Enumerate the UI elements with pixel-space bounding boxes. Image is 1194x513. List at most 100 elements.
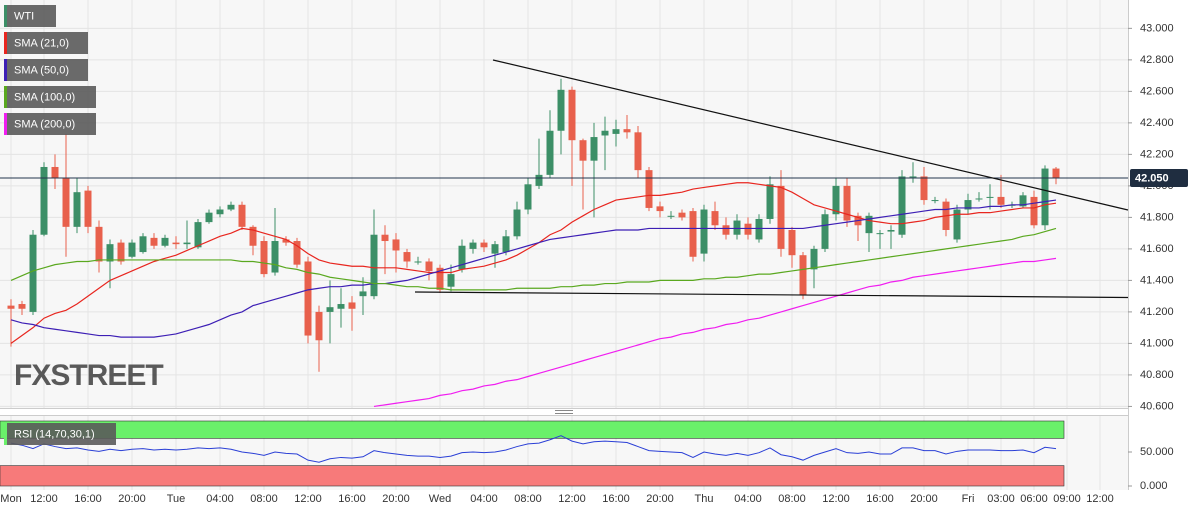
candle-body — [865, 215, 873, 234]
legend-swatch — [4, 32, 7, 54]
candle-body — [843, 185, 851, 221]
x-tick-label: Thu — [695, 493, 714, 505]
x-tick-label: 16:00 — [602, 493, 630, 505]
x-tick-label: 20:00 — [118, 493, 146, 505]
candle-body — [73, 192, 81, 227]
candle-body — [612, 129, 620, 134]
rsi-line — [10, 435, 1057, 463]
x-tick-label: Fri — [962, 493, 975, 505]
y-tick-label: 41.800 — [1140, 211, 1174, 223]
candle-body — [920, 176, 928, 201]
candle-body — [766, 184, 774, 219]
candle-body — [315, 311, 323, 341]
candle-body — [876, 233, 884, 235]
candle-body — [1019, 195, 1027, 207]
x-tick-label: 20:00 — [382, 493, 410, 505]
x-tick-label: 20:00 — [646, 493, 674, 505]
candle-body — [953, 209, 961, 240]
candle-body — [194, 222, 202, 248]
candle-body — [271, 241, 279, 273]
candle-body — [216, 209, 224, 215]
legend-swatch — [4, 86, 7, 108]
candle-body — [227, 204, 235, 210]
candle-body — [678, 212, 686, 218]
axes: 43.00042.80042.60042.40042.20042.00041.8… — [0, 22, 1188, 505]
candle-body — [95, 226, 103, 262]
candle-body — [931, 200, 939, 202]
x-tick-label: 16:00 — [338, 493, 366, 505]
candle-body — [524, 184, 532, 210]
legend-label: SMA (200,0) — [14, 118, 75, 130]
x-tick-label: 08:00 — [778, 493, 806, 505]
candle-body — [62, 178, 70, 227]
candle-body — [447, 274, 455, 287]
candle-body — [1052, 168, 1060, 179]
candle-body — [667, 215, 675, 217]
legend-swatch — [4, 5, 7, 27]
candle-body — [425, 261, 433, 271]
candle-body — [1041, 168, 1049, 226]
candle-body — [975, 198, 983, 200]
rsi-tick-label: 0.000 — [1140, 480, 1168, 492]
candle-body — [810, 248, 818, 270]
legend-box — [4, 86, 96, 108]
candle-body — [799, 255, 807, 295]
y-tick-label: 41.600 — [1140, 243, 1174, 255]
y-tick-label: 42.600 — [1140, 85, 1174, 97]
rsi-pane: 50.000 0.000 RSI (14,70,30,1) — [0, 420, 1174, 492]
x-tick-label: 12:00 — [294, 493, 322, 505]
candle-body — [414, 261, 422, 263]
candle-body — [18, 304, 26, 309]
y-tick-label: 41.000 — [1140, 337, 1174, 349]
candle-body — [601, 130, 609, 136]
candle-body — [656, 206, 664, 212]
legend-box — [4, 59, 88, 81]
candle-body — [205, 212, 213, 223]
x-tick-label: 04:00 — [470, 493, 498, 505]
candle-body — [392, 239, 400, 251]
y-tick-label: 43.000 — [1140, 22, 1174, 34]
candle-body — [898, 176, 906, 235]
candle-body — [579, 140, 587, 161]
candle-body — [634, 132, 642, 171]
candle-body — [744, 223, 752, 235]
candle-body — [106, 244, 114, 262]
sma-line — [10, 182, 1057, 344]
legend-label: SMA (21,0) — [14, 37, 69, 49]
candle-body — [304, 261, 312, 336]
candle-body — [469, 242, 477, 249]
candle-body — [535, 174, 543, 186]
rsi-label: RSI (14,70,30,1) — [14, 428, 95, 440]
y-tick-label: 42.200 — [1140, 148, 1174, 160]
candle-body — [722, 225, 730, 235]
candle-body — [29, 234, 37, 312]
y-tick-label: 40.600 — [1140, 400, 1174, 412]
candle-body — [997, 196, 1005, 205]
candle-body — [249, 226, 257, 246]
candle-body — [502, 236, 510, 253]
rsi-label-swatch — [4, 423, 7, 445]
x-tick-label: 12:00 — [30, 493, 58, 505]
candle-body — [645, 170, 653, 208]
x-tick-label: Tue — [167, 493, 186, 505]
candle-body — [480, 242, 488, 248]
candle-body — [733, 220, 741, 235]
legend-label: SMA (100,0) — [14, 91, 75, 103]
candle-body — [755, 218, 763, 240]
candle-body — [1030, 196, 1038, 226]
last-price-label: 42.050 — [1135, 172, 1169, 184]
candle-body — [40, 166, 48, 235]
candle-body — [546, 130, 554, 175]
plot-background — [0, 0, 1128, 408]
legend-swatch — [4, 59, 7, 81]
x-tick-label: 03:00 — [987, 493, 1015, 505]
candle-body — [700, 209, 708, 254]
x-tick-label: 20:00 — [910, 493, 938, 505]
x-tick-label: 09:00 — [1053, 493, 1081, 505]
candle-body — [337, 304, 345, 309]
plot — [0, 78, 1128, 408]
candle-body — [557, 89, 565, 131]
x-tick-label: 04:00 — [206, 493, 234, 505]
